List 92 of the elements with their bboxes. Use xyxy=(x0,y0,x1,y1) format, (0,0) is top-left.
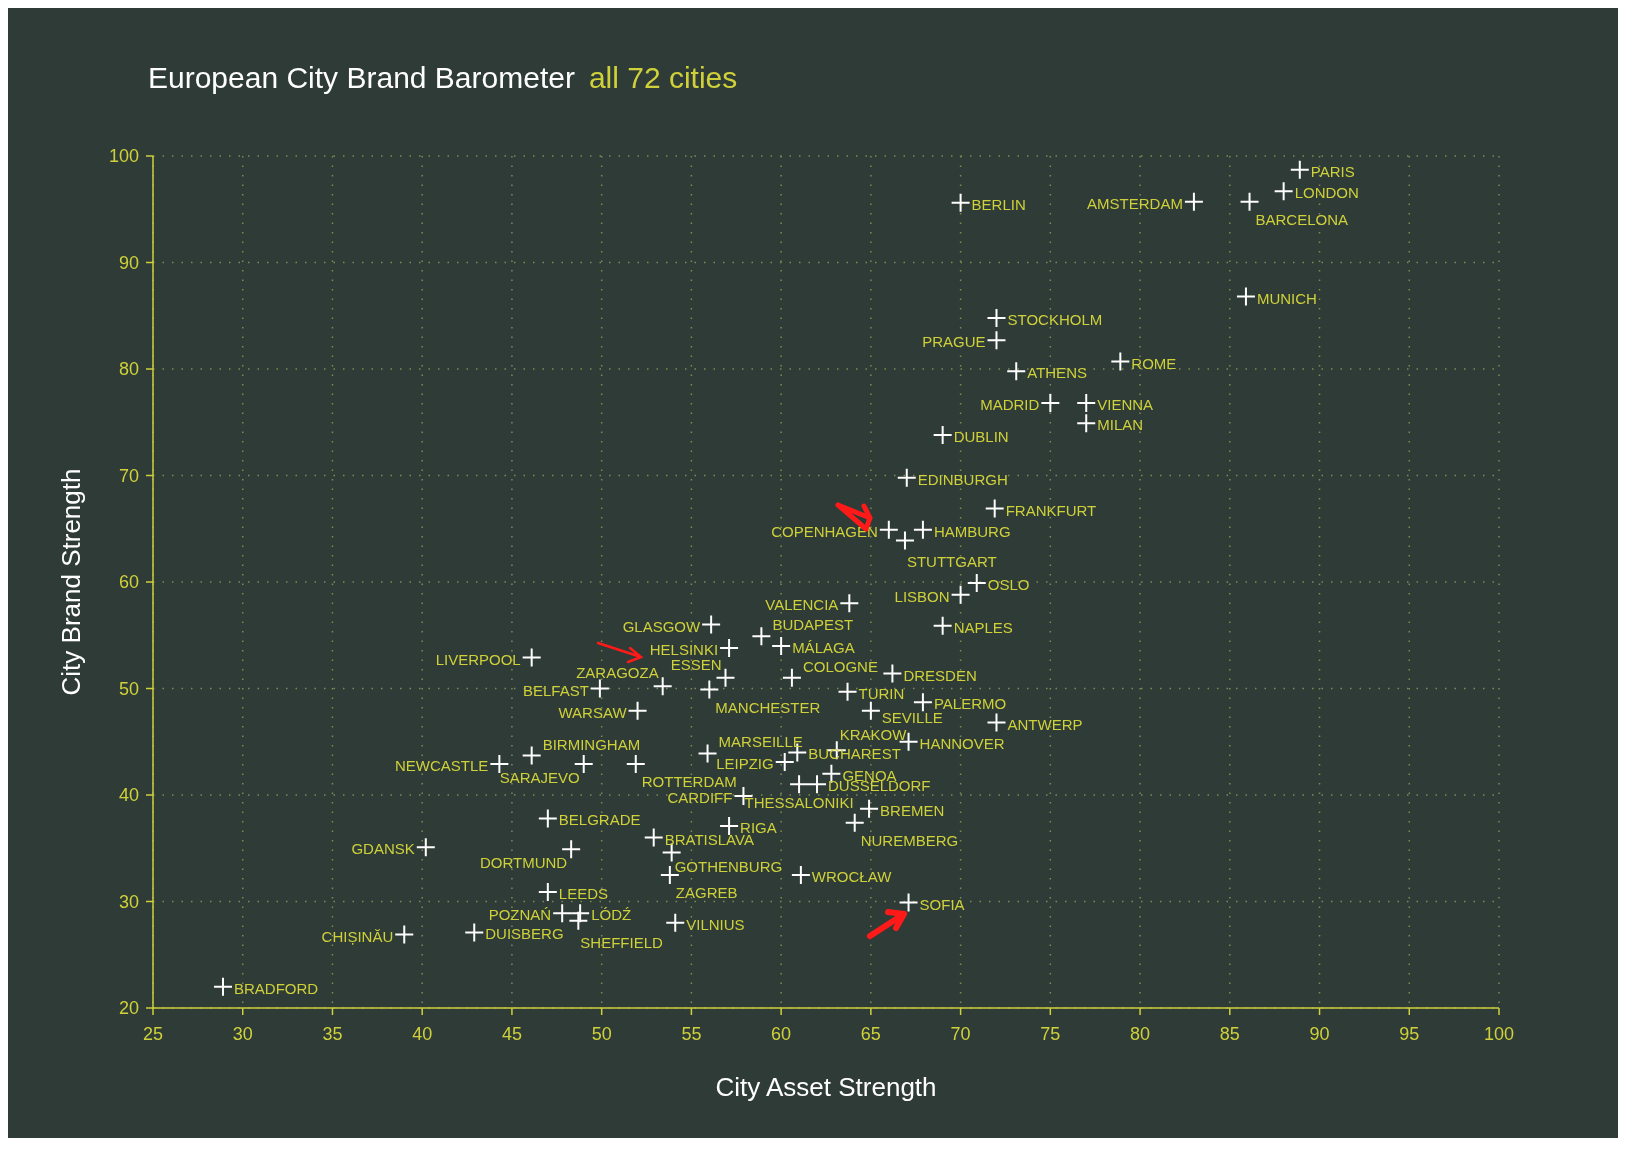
x-tick-label: 25 xyxy=(142,1024,164,1044)
annotation: ROTTERDAM xyxy=(641,773,737,791)
y-tick-label: 70 xyxy=(118,465,139,486)
annotation: MARSEILLE xyxy=(718,733,803,751)
annotation: BELFAST xyxy=(523,681,589,699)
x-tick-label: 50 xyxy=(591,1024,612,1044)
y-tick-label: 30 xyxy=(118,891,139,912)
chart-title: European City Brand Barometer xyxy=(148,61,575,94)
annotation: WARSAW xyxy=(558,703,628,721)
annotation: LONDON xyxy=(1294,184,1359,202)
annotation: FRANKFURT xyxy=(1005,501,1097,519)
annotation: VILNIUS xyxy=(686,915,745,933)
annotation: COLOGNE xyxy=(802,657,878,675)
annotation: AMSTERDAM xyxy=(1087,194,1183,212)
annotation: NEWCASTLE xyxy=(395,757,489,775)
annotation: THESSALONIKI xyxy=(744,794,854,812)
annotation: OSLO xyxy=(987,576,1030,594)
annotation: ZAGREB xyxy=(675,883,738,901)
y-tick-label: 90 xyxy=(118,252,139,273)
annotation: LISBON xyxy=(894,587,950,605)
annotation: MADRID xyxy=(980,396,1040,414)
y-tick-label: 40 xyxy=(118,785,139,805)
annotation: VALENCIA xyxy=(765,596,839,614)
annotation: MUNICH xyxy=(1256,289,1317,307)
x-tick-label: 45 xyxy=(501,1024,522,1044)
x-tick-label: 55 xyxy=(681,1024,702,1044)
annotation: COPENHAGEN xyxy=(771,522,878,540)
annotation: SARAJEVO xyxy=(499,769,580,787)
annotation: NUREMBERG xyxy=(860,831,959,849)
annotation: GDANSK xyxy=(351,840,415,858)
annotation: POZNAŃ xyxy=(488,906,552,924)
annotation: BERLIN xyxy=(971,195,1026,213)
x-tick-label: 85 xyxy=(1219,1024,1240,1044)
annotation: BRADFORD xyxy=(233,979,319,997)
annotation: LIVERPOOL xyxy=(435,650,521,668)
y-tick-label: 100 xyxy=(108,146,139,166)
annotation: PARIS xyxy=(1310,162,1355,180)
x-tick-label: 80 xyxy=(1130,1024,1151,1044)
annotation: DUBLIN xyxy=(953,428,1009,446)
annotation: STUTTGART xyxy=(906,553,997,571)
x-tick-label: 35 xyxy=(322,1024,343,1044)
x-axis-title: City Asset Strength xyxy=(715,1072,937,1102)
x-tick-label: 75 xyxy=(1040,1024,1061,1044)
annotation: BARCELONA xyxy=(1255,210,1349,228)
y-tick-label: 20 xyxy=(118,998,139,1018)
x-tick-label: 100 xyxy=(1483,1024,1515,1044)
y-tick-label: 60 xyxy=(118,572,139,592)
x-tick-label: 95 xyxy=(1399,1024,1420,1044)
annotation: CHIȘINĂU xyxy=(321,927,394,945)
annotation: EDINBURGH xyxy=(917,470,1008,488)
annotation: CARDIFF xyxy=(667,789,733,807)
x-tick-label: 70 xyxy=(950,1024,971,1044)
annotation: BELGRADE xyxy=(558,811,641,829)
annotation: DUISBERG xyxy=(485,925,564,943)
annotation: HANNOVER xyxy=(919,734,1005,752)
annotation: NAPLES xyxy=(953,618,1013,636)
annotation: BREMEN xyxy=(880,801,945,819)
annotation: ANTWERP xyxy=(1007,715,1083,733)
annotation: PRAGUE xyxy=(922,333,986,351)
annotation: VIENNA xyxy=(1097,396,1154,414)
annotation: DRESDEN xyxy=(903,666,977,684)
annotation: MILAN xyxy=(1097,416,1144,434)
y-tick-label: 80 xyxy=(118,359,139,379)
annotation: ZARAGOZA xyxy=(576,664,659,682)
x-tick-label: 60 xyxy=(771,1024,792,1044)
x-tick-label: 90 xyxy=(1309,1024,1330,1044)
x-tick-label: 65 xyxy=(860,1024,881,1044)
annotation: HAMBURG xyxy=(933,522,1011,540)
annotation: LEEDS xyxy=(558,884,609,902)
x-tick-label: 30 xyxy=(232,1024,253,1044)
annotation: STOCKHOLM xyxy=(1007,310,1103,328)
x-tick-label: 40 xyxy=(412,1024,433,1044)
chart-subtitle: all 72 cities xyxy=(588,61,738,94)
annotation: GLASGOW xyxy=(622,617,701,635)
annotation: TURIN xyxy=(858,684,905,702)
y-axis-title: City Brand Strength xyxy=(56,468,86,696)
annotation: DORTMUND xyxy=(479,854,568,872)
annotation: BUDAPEST xyxy=(772,616,854,634)
annotation: LÓDŹ xyxy=(591,906,632,924)
annotation: ATHENS xyxy=(1027,364,1087,382)
annotation: SOFIA xyxy=(919,895,965,913)
annotation: ROME xyxy=(1131,354,1177,372)
y-tick-label: 50 xyxy=(118,678,139,699)
annotation: GOTHENBURG xyxy=(674,857,783,875)
annotation: SHEFFIELD xyxy=(580,933,664,951)
annotation: WROCŁAW xyxy=(811,867,893,885)
annotation: MANCHESTER xyxy=(715,698,821,716)
annotation: KRAKOW xyxy=(839,726,908,744)
annotation: MÁLAGA xyxy=(792,638,855,656)
annotation: BIRMINGHAM xyxy=(542,735,641,753)
annotation: RIGA xyxy=(740,818,777,836)
annotation: LEIPZIG xyxy=(716,754,774,772)
